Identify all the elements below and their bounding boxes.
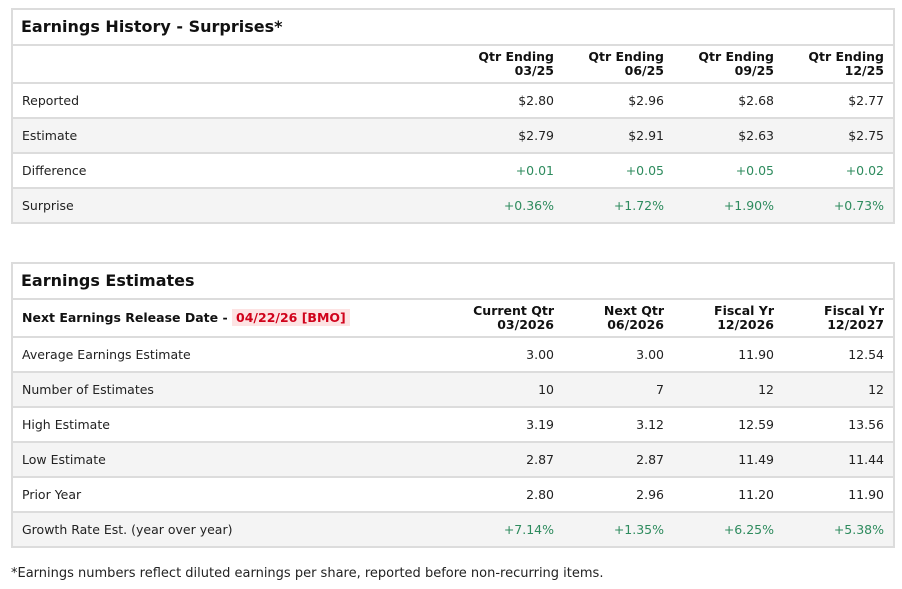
cell-value: 12.54 bbox=[783, 337, 893, 373]
column-header: Next Qtr 06/2026 bbox=[563, 300, 673, 338]
row-label: Estimate bbox=[13, 118, 453, 154]
cell-value: 2.80 bbox=[453, 477, 563, 513]
table-row: Surprise +0.36% +1.72% +1.90% +0.73% bbox=[13, 188, 893, 222]
cell-value: $2.75 bbox=[783, 118, 893, 154]
cell-value: 12 bbox=[783, 372, 893, 408]
row-label: Number of Estimates bbox=[13, 372, 453, 408]
column-header-line1: Fiscal Yr bbox=[824, 303, 884, 318]
earnings-history-table: Qtr Ending 03/25 Qtr Ending 06/25 Qtr Ending… bbox=[13, 46, 893, 222]
release-date-badge: 04/22/26 [BMO] bbox=[232, 309, 350, 326]
cell-value: $2.80 bbox=[453, 83, 563, 119]
row-label: Difference bbox=[13, 153, 453, 189]
cell-value: +0.01 bbox=[453, 153, 563, 189]
cell-value: 12 bbox=[673, 372, 783, 408]
cell-value: +1.72% bbox=[563, 188, 673, 222]
row-label: Average Earnings Estimate bbox=[13, 337, 453, 373]
earnings-history-panel: Earnings History - Surprises* Qtr Ending… bbox=[11, 8, 895, 224]
column-header-line2: 06/25 bbox=[624, 63, 664, 78]
cell-value: $2.77 bbox=[783, 83, 893, 119]
cell-value: +0.02 bbox=[783, 153, 893, 189]
cell-value: 11.49 bbox=[673, 442, 783, 478]
cell-value: 3.00 bbox=[563, 337, 673, 373]
release-date-header: Next Earnings Release Date - 04/22/26 [B… bbox=[13, 300, 453, 338]
column-header-line2: 12/25 bbox=[844, 63, 884, 78]
column-header-line2: 03/25 bbox=[514, 63, 554, 78]
cell-value: 12.59 bbox=[673, 407, 783, 443]
release-date-label: Next Earnings Release Date - bbox=[22, 310, 233, 325]
table-row: Growth Rate Est. (year over year) +7.14% +… bbox=[13, 512, 893, 546]
table-row: Low Estimate 2.87 2.87 11.49 11.44 bbox=[13, 442, 893, 478]
cell-value: 3.19 bbox=[453, 407, 563, 443]
row-label: Prior Year bbox=[13, 477, 453, 513]
column-header: Fiscal Yr 12/2026 bbox=[673, 300, 783, 338]
cell-value: $2.79 bbox=[453, 118, 563, 154]
column-header: Qtr Ending 12/25 bbox=[783, 46, 893, 84]
cell-value: +1.90% bbox=[673, 188, 783, 222]
column-header-line1: Qtr Ending bbox=[588, 49, 664, 64]
earnings-estimates-panel: Earnings Estimates Next Earnings Release… bbox=[11, 262, 895, 548]
column-header-line1: Qtr Ending bbox=[808, 49, 884, 64]
column-header: Fiscal Yr 12/2027 bbox=[783, 300, 893, 338]
column-header-line2: 03/2026 bbox=[497, 317, 554, 332]
cell-value: $2.68 bbox=[673, 83, 783, 119]
row-label: Surprise bbox=[13, 188, 453, 222]
cell-value: $2.63 bbox=[673, 118, 783, 154]
cell-value: +0.73% bbox=[783, 188, 893, 222]
cell-value: +6.25% bbox=[673, 512, 783, 546]
table-row: Difference +0.01 +0.05 +0.05 +0.02 bbox=[13, 153, 893, 189]
cell-value: 2.87 bbox=[453, 442, 563, 478]
cell-value: $2.96 bbox=[563, 83, 673, 119]
column-header-line1: Qtr Ending bbox=[698, 49, 774, 64]
column-header-line2: 09/25 bbox=[734, 63, 774, 78]
column-header-line1: Qtr Ending bbox=[478, 49, 554, 64]
column-header-line2: 12/2026 bbox=[717, 317, 774, 332]
row-label: Reported bbox=[13, 83, 453, 119]
table-row: Number of Estimates 10 7 12 12 bbox=[13, 372, 893, 408]
column-header-line2: 12/2027 bbox=[827, 317, 884, 332]
header-blank bbox=[13, 46, 453, 84]
cell-value: 2.87 bbox=[563, 442, 673, 478]
cell-value: +0.36% bbox=[453, 188, 563, 222]
cell-value: 10 bbox=[453, 372, 563, 408]
cell-value: 3.12 bbox=[563, 407, 673, 443]
cell-value: 11.20 bbox=[673, 477, 783, 513]
table-row: Average Earnings Estimate 3.00 3.00 11.90 12… bbox=[13, 337, 893, 373]
cell-value: $2.91 bbox=[563, 118, 673, 154]
cell-value: 2.96 bbox=[563, 477, 673, 513]
cell-value: 13.56 bbox=[783, 407, 893, 443]
footnote: *Earnings numbers reflect diluted earnin… bbox=[11, 566, 604, 581]
column-header-line1: Next Qtr bbox=[603, 303, 664, 318]
earnings-estimates-table: Next Earnings Release Date - 04/22/26 [B… bbox=[13, 300, 893, 546]
table-row: Estimate $2.79 $2.91 $2.63 $2.75 bbox=[13, 118, 893, 154]
cell-value: 11.90 bbox=[673, 337, 783, 373]
column-header-line1: Fiscal Yr bbox=[714, 303, 774, 318]
column-header: Qtr Ending 09/25 bbox=[673, 46, 783, 84]
cell-value: +5.38% bbox=[783, 512, 893, 546]
cell-value: +0.05 bbox=[673, 153, 783, 189]
table-row: Prior Year 2.80 2.96 11.20 11.90 bbox=[13, 477, 893, 513]
earnings-estimates-title: Earnings Estimates bbox=[13, 264, 893, 300]
column-header: Current Qtr 03/2026 bbox=[453, 300, 563, 338]
cell-value: 7 bbox=[563, 372, 673, 408]
cell-value: +1.35% bbox=[563, 512, 673, 546]
cell-value: 11.90 bbox=[783, 477, 893, 513]
cell-value: 3.00 bbox=[453, 337, 563, 373]
table-row: Reported $2.80 $2.96 $2.68 $2.77 bbox=[13, 83, 893, 119]
column-header: Qtr Ending 03/25 bbox=[453, 46, 563, 84]
table-row: High Estimate 3.19 3.12 12.59 13.56 bbox=[13, 407, 893, 443]
cell-value: 11.44 bbox=[783, 442, 893, 478]
column-header: Qtr Ending 06/25 bbox=[563, 46, 673, 84]
column-header-line2: 06/2026 bbox=[607, 317, 664, 332]
cell-value: +7.14% bbox=[453, 512, 563, 546]
earnings-history-title: Earnings History - Surprises* bbox=[13, 10, 893, 46]
row-label: High Estimate bbox=[13, 407, 453, 443]
cell-value: +0.05 bbox=[563, 153, 673, 189]
row-label: Low Estimate bbox=[13, 442, 453, 478]
column-header-line1: Current Qtr bbox=[473, 303, 554, 318]
row-label: Growth Rate Est. (year over year) bbox=[13, 512, 453, 546]
